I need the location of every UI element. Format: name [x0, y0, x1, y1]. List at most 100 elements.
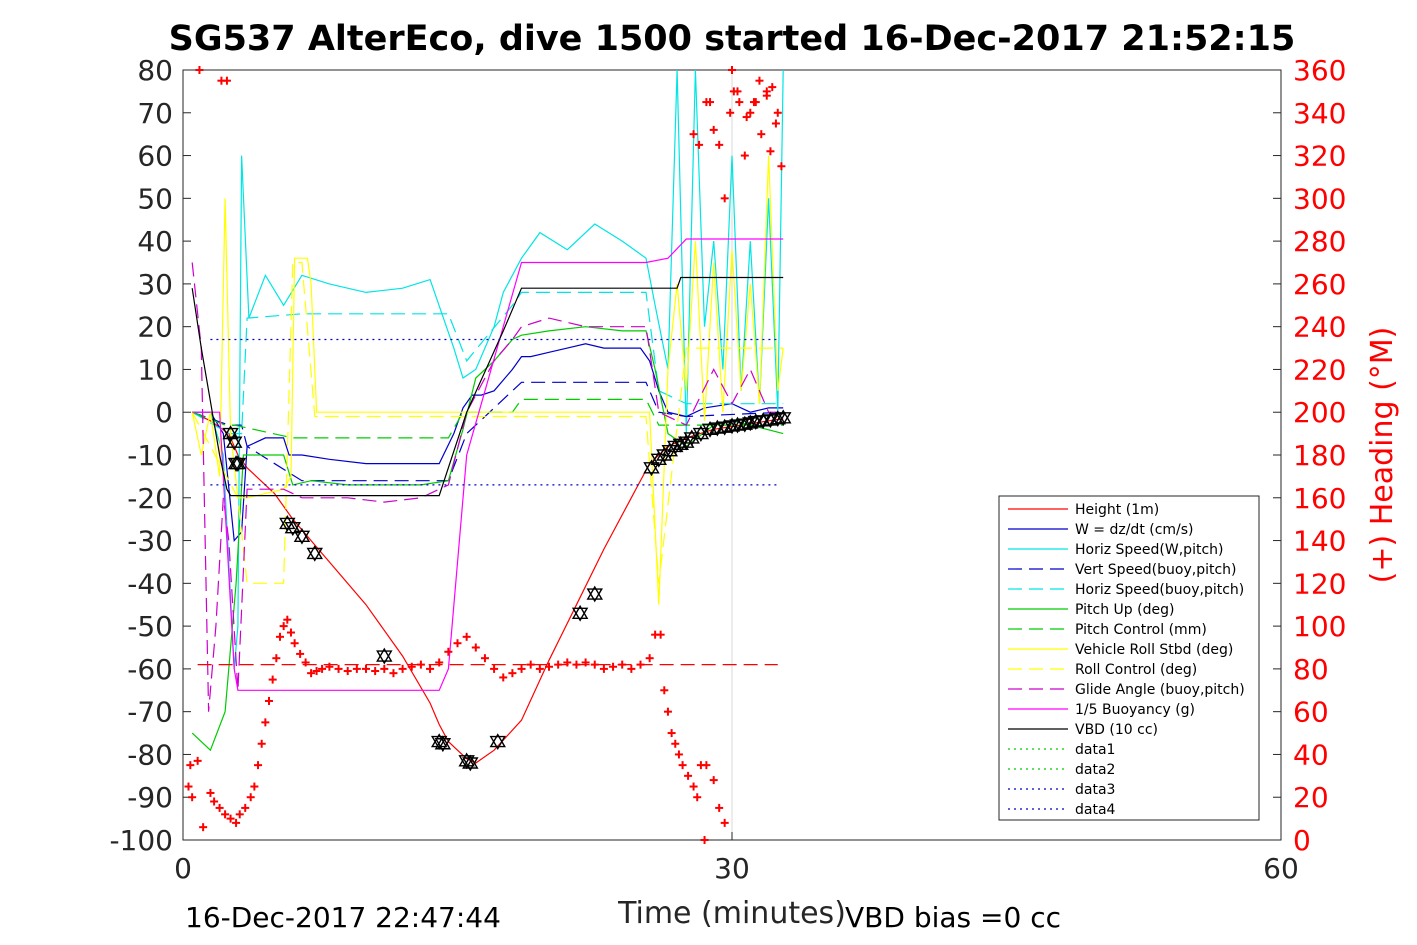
- heading-point: [667, 729, 676, 738]
- chart-title: SG537 AlterEco, dive 1500 started 16-Dec…: [169, 19, 1296, 59]
- heading-point: [380, 664, 389, 673]
- heading-point: [250, 782, 259, 791]
- heading-point: [471, 643, 480, 652]
- depth-marker: [586, 585, 603, 603]
- heading-point: [232, 818, 241, 827]
- heading-point: [222, 76, 231, 85]
- y-tick-label-left: -100: [109, 824, 173, 857]
- y-tick-label-right: 80: [1293, 653, 1329, 686]
- heading-point: [660, 686, 669, 695]
- heading-point: [627, 664, 636, 673]
- heading-point: [186, 761, 195, 770]
- y-tick-label-left: -80: [127, 738, 173, 771]
- heading-point: [695, 140, 704, 149]
- heading-point: [265, 696, 274, 705]
- legend-label-horiz_buoy: Horiz Speed(buoy,pitch): [1075, 582, 1244, 598]
- legend-label-buoy: 1/5 Buoyancy (g): [1075, 702, 1195, 718]
- y-tick-label-right: 20: [1293, 781, 1329, 814]
- y-tick-label-left: 80: [137, 54, 173, 87]
- heading-point: [645, 654, 654, 663]
- heading-point: [343, 667, 352, 676]
- heading-point: [275, 632, 284, 641]
- series-roll_ctrl-line: [191, 261, 784, 584]
- heading-point: [674, 750, 683, 759]
- depth-marker: [284, 519, 302, 537]
- depth-marker: [769, 410, 786, 428]
- heading-point: [599, 664, 608, 673]
- y-tick-label-right: 260: [1293, 268, 1346, 301]
- heading-point: [535, 664, 544, 673]
- legend-label-roll_ctrl: Roll Control (deg): [1075, 662, 1197, 678]
- heading-point: [435, 658, 444, 667]
- heading-point: [700, 836, 709, 844]
- y-tick-label-left: -50: [127, 610, 173, 643]
- heading-point: [709, 776, 718, 785]
- legend-label-pitch_ctrl: Pitch Control (mm): [1075, 622, 1207, 638]
- depth-marker: [489, 733, 506, 751]
- depth-marker: [458, 752, 475, 770]
- x-tick-label: 0: [174, 852, 192, 885]
- heading-point: [257, 739, 266, 748]
- heading-point: [215, 803, 224, 812]
- heading-point: [693, 793, 702, 802]
- depth-marker: [723, 417, 741, 435]
- legend-label-vbd: VBD (10 cc): [1075, 722, 1158, 738]
- heading-point: [656, 630, 665, 639]
- heading-point: [720, 818, 729, 827]
- y-tick-label-left: -30: [127, 525, 173, 558]
- heading-point: [407, 662, 416, 671]
- heading-point: [312, 667, 321, 676]
- heading-point: [389, 669, 398, 678]
- legend-label-height: Height (1m): [1075, 502, 1159, 518]
- heading-point: [715, 140, 724, 149]
- y-tick-label-left: 40: [137, 225, 173, 258]
- heading-layer: [184, 66, 786, 844]
- series-horiz_buoy-line: [191, 291, 784, 435]
- heading-point: [272, 654, 281, 663]
- heading-point: [726, 108, 735, 117]
- heading-point: [462, 632, 471, 641]
- legend-label-w: W = dz/dt (cm/s): [1075, 522, 1194, 538]
- heading-point: [728, 66, 736, 74]
- y-tick-label-right: 40: [1293, 738, 1329, 771]
- heading-point: [740, 151, 749, 160]
- heading-point: [235, 810, 244, 819]
- heading-point: [296, 649, 305, 658]
- y-tick-label-left: 60: [137, 140, 173, 173]
- heading-point: [684, 771, 693, 780]
- y-tick-label-left: 10: [137, 353, 173, 386]
- heading-point: [766, 147, 775, 156]
- depth-marker: [306, 544, 323, 562]
- y-tick-label-right: 200: [1293, 396, 1346, 429]
- y-tick-label-left: -90: [127, 781, 173, 814]
- heading-point: [307, 669, 316, 678]
- y-tick-label-right: 0: [1293, 824, 1311, 857]
- heading-point: [184, 782, 193, 791]
- y-tick-label-left: 30: [137, 268, 173, 301]
- heading-point: [283, 615, 292, 624]
- y-tick-label-left: 0: [155, 396, 173, 429]
- heading-point: [221, 810, 230, 819]
- depth-marker: [226, 433, 243, 451]
- heading-point: [678, 761, 687, 770]
- heading-point: [226, 814, 235, 823]
- heading-point: [755, 76, 764, 85]
- heading-point: [554, 660, 563, 669]
- heading-point: [261, 718, 270, 727]
- y-tick-label-right: 180: [1293, 439, 1346, 472]
- heading-point: [210, 797, 219, 806]
- heading-point: [325, 662, 334, 671]
- triangle-layer: [222, 409, 792, 772]
- depth-marker: [229, 455, 247, 472]
- y-axis-right-label: (+) Heading (°M): [1365, 327, 1400, 584]
- series-layer: [191, 69, 784, 764]
- depth-marker: [376, 647, 393, 665]
- y-tick-label-left: -20: [127, 482, 173, 515]
- legend-label-data1: data1: [1075, 742, 1115, 758]
- y-tick-label-left: 70: [137, 97, 173, 130]
- heading-point: [773, 108, 782, 117]
- heading-point: [757, 130, 766, 139]
- heading-point: [663, 707, 672, 716]
- heading-point: [188, 793, 197, 802]
